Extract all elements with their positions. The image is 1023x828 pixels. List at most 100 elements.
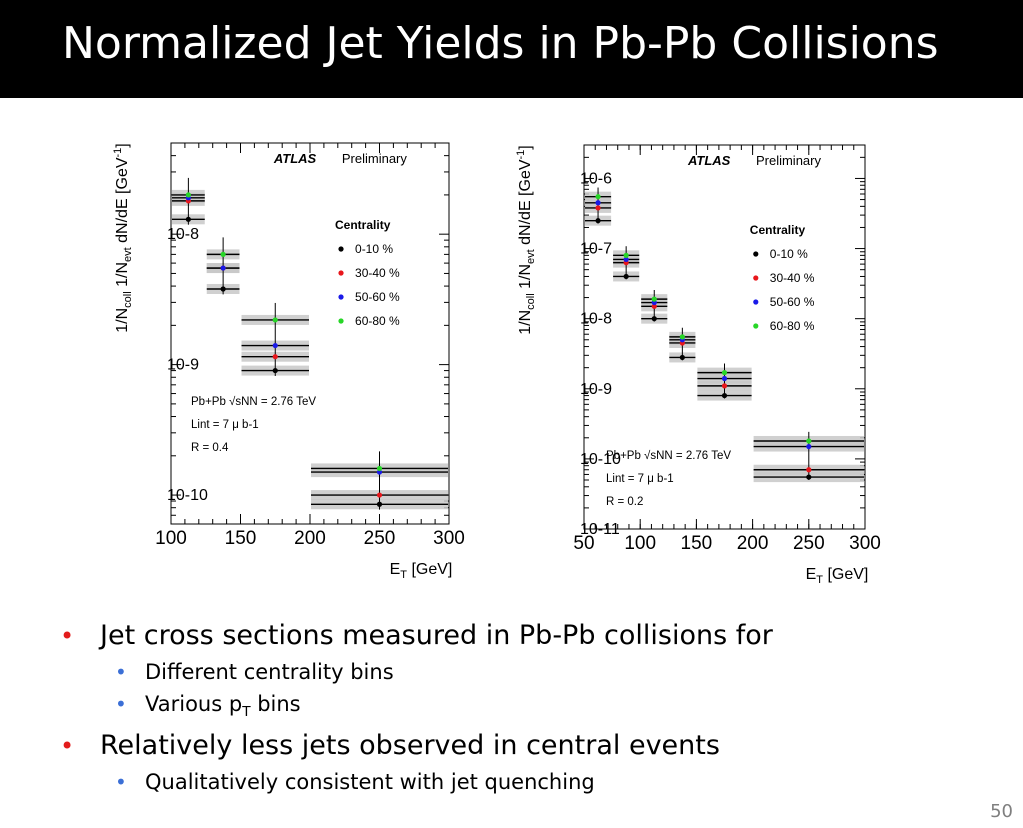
legend-entry: 60-80 % xyxy=(355,314,400,328)
preliminary-label: Preliminary xyxy=(756,153,822,168)
data-point xyxy=(595,200,601,206)
legend-marker xyxy=(338,294,344,300)
data-point xyxy=(185,192,191,198)
legend-marker xyxy=(338,270,344,276)
bullet-list: • Jet cross sections measured in Pb-Pb c… xyxy=(60,618,960,798)
sub-bullet-text: Different centrality bins xyxy=(145,660,394,684)
legend-entry: 50-60 % xyxy=(770,295,815,309)
x-tick-label: 150 xyxy=(225,528,257,549)
legend-marker xyxy=(753,275,759,281)
data-point xyxy=(651,296,657,302)
x-axis-title: ET [GeV] xyxy=(390,561,453,581)
data-point xyxy=(651,316,657,322)
end: 10-8 xyxy=(580,311,612,328)
legend-entry: 30-40 % xyxy=(355,266,400,280)
annotation-text: Pb+Pb √sNN = 2.76 TeV xyxy=(606,449,731,462)
subscript: T xyxy=(242,704,251,721)
data-point xyxy=(806,474,812,480)
chart-left: 100 150 200 250 300 10-8 10-9 10-10 ET [GeV] 1/Nc… xyxy=(112,142,465,581)
x-tick-label: 200 xyxy=(294,528,326,549)
x-axis-title: ET [GeV] xyxy=(806,566,869,586)
sub-bullet-text: Various p xyxy=(145,692,243,716)
data-point xyxy=(721,392,728,399)
bullet-item: • Relatively less jets observed in centr… xyxy=(60,728,960,764)
bullet-icon: • xyxy=(115,770,127,795)
data-point xyxy=(806,467,812,473)
data-point xyxy=(272,317,278,323)
data-point xyxy=(651,303,657,309)
bullet-text: Jet cross sections measured in Pb-Pb col… xyxy=(100,620,773,651)
bullet-item: • Jet cross sections measured in Pb-Pb c… xyxy=(60,618,960,654)
annotation-text: R = 0.4 xyxy=(191,442,229,454)
atlas-label: ATLAS xyxy=(273,151,317,166)
sub-bullet-item: • Qualitatively consistent with jet quen… xyxy=(60,766,960,798)
legend-entry: 60-80 % xyxy=(770,319,815,333)
data-point xyxy=(623,273,629,280)
end: 10-8 xyxy=(167,226,199,243)
preliminary-label: Preliminary xyxy=(342,151,408,166)
data-point xyxy=(595,194,601,200)
data-point xyxy=(220,286,226,292)
legend-entry: 50-60 % xyxy=(355,290,400,304)
bullet-text: Relatively less jets observed in central… xyxy=(100,730,720,762)
sub-bullet-suffix: bins xyxy=(250,692,301,716)
legend-entry: 0-10 % xyxy=(355,242,393,256)
data-point xyxy=(185,216,191,222)
annotation-text: R = 0.2 xyxy=(606,496,643,508)
data-point xyxy=(376,501,383,507)
data-point xyxy=(272,354,278,360)
data-point xyxy=(376,492,383,498)
x-tick-label: 100 xyxy=(624,533,656,554)
data-point xyxy=(376,465,383,472)
slide-title: Normalized Jet Yields in Pb-Pb Collision… xyxy=(62,18,939,69)
bullet-icon: • xyxy=(115,692,127,716)
bullet-icon: • xyxy=(115,660,127,684)
legend-title: Centrality xyxy=(335,218,391,232)
data-point xyxy=(806,443,812,450)
legend-title: Centrality xyxy=(750,223,806,237)
data-point xyxy=(272,367,278,374)
chart-right: 50 100 150 200 250 300 10-6 10-7 10-8 10-9 10-10 10… xyxy=(515,144,881,586)
bullet-icon: • xyxy=(60,732,75,761)
end: 10-10 xyxy=(580,451,621,468)
data-point xyxy=(721,370,728,376)
data-point xyxy=(623,256,629,263)
annotation-text: Pb+Pb √sNN = 2.76 TeV xyxy=(191,395,316,408)
data-point xyxy=(721,383,728,389)
annotation-text: Lint = 7 μ b-1 xyxy=(191,419,259,431)
bullet-icon: • xyxy=(60,622,75,650)
x-tick-label: 250 xyxy=(364,528,396,549)
y-axis-title-text: 1/Ncoll 1/Nevt dN/dE [GeV-1] xyxy=(112,143,134,333)
data-point xyxy=(679,354,685,361)
data-point xyxy=(595,205,601,211)
data-point xyxy=(595,218,601,224)
y-axis-title: 1/Ncoll 1/Nevt dN/dE [GeV-1] xyxy=(515,145,537,335)
y-axis-title: 1/Ncoll 1/Nevt dN/dE [GeV-1] xyxy=(112,143,134,333)
title-bar: Normalized Jet Yields in Pb-Pb Collision… xyxy=(0,0,1023,98)
data-point xyxy=(679,334,685,340)
data-point xyxy=(272,342,278,349)
x-tick-label: 250 xyxy=(793,533,825,554)
end: 10-9 xyxy=(580,381,612,398)
plot-frame xyxy=(170,142,450,525)
legend-marker xyxy=(338,318,344,324)
data-point xyxy=(721,375,728,382)
end: 10-7 xyxy=(580,241,612,258)
x-tick-label: 200 xyxy=(737,533,769,554)
atlas-label: ATLAS xyxy=(687,153,731,168)
x-tick-label: 150 xyxy=(681,533,713,554)
end: 10-10 xyxy=(167,487,208,504)
end: 10-11 xyxy=(580,521,620,538)
x-tick-label: 50 xyxy=(573,533,594,554)
legend-marker xyxy=(753,323,759,329)
x-tick-label: 100 xyxy=(155,528,187,549)
data-point xyxy=(376,469,383,475)
x-tick-label: 300 xyxy=(849,533,881,554)
annotation-text: Lint = 7 μ b-1 xyxy=(606,473,674,485)
sub-bullet-item: • Various pT bins xyxy=(60,688,960,728)
data-point xyxy=(220,251,226,257)
legend-marker xyxy=(338,246,344,252)
legend-marker xyxy=(753,299,759,305)
legend-entry: 0-10 % xyxy=(770,247,808,261)
data-point xyxy=(806,438,812,444)
